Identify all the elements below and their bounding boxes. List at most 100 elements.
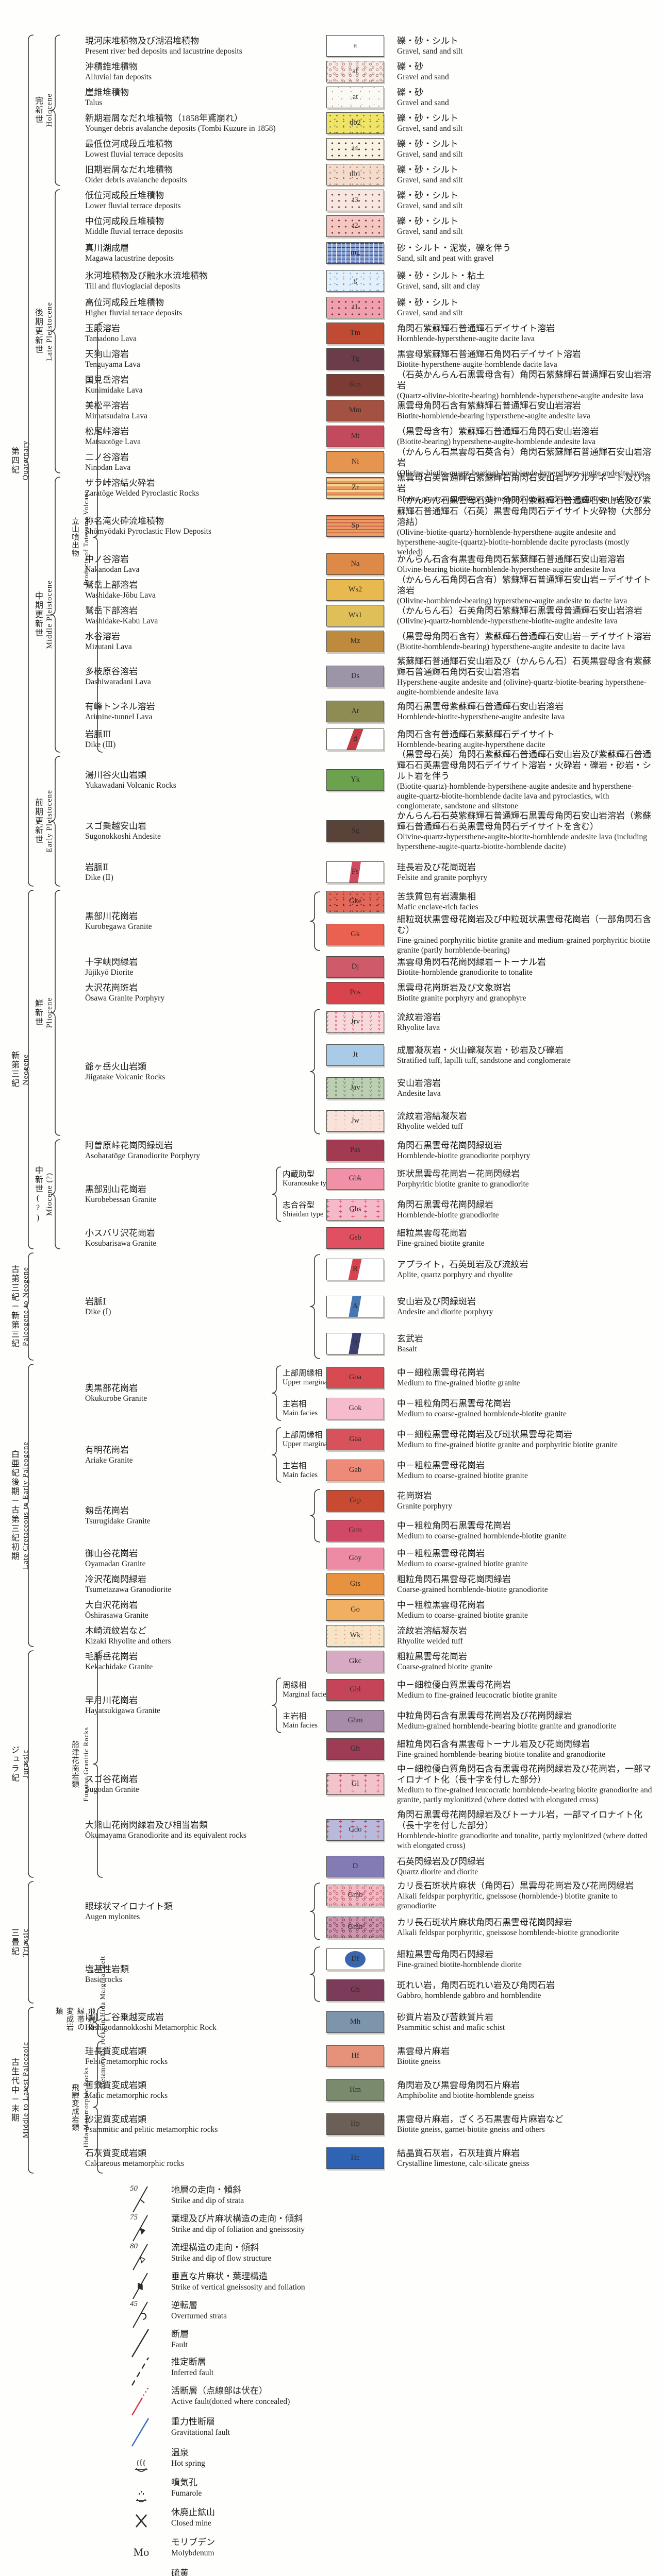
unit-name: 大白沢花崗岩 Ōshirasawa Granite <box>85 1597 302 1623</box>
symbol-jp: 垂直な片麻状・葉理構造 <box>171 2272 268 2281</box>
unit-name-jp: 水谷溶岩 <box>85 632 120 641</box>
unit-name-en: Ariake Granite <box>85 1456 133 1465</box>
facies-label-jp: 主岩相 <box>283 1712 307 1721</box>
unit-name-en: Dashiwaradani Lava <box>85 677 151 686</box>
lithology-description-en: (Quartz-olivine-biotite-bearing) hornble… <box>397 391 644 400</box>
lithology-description: 細粒斑状黒雲母花崗岩及び中粒斑状黒雲母花崗岩（一部角閃石含む） Fine-grai… <box>397 914 655 955</box>
unit-name-en: Sugodan Granite <box>85 1785 139 1794</box>
lithology-description-jp: 流紋岩溶結凝灰岩 <box>397 1626 467 1636</box>
symbol-jp: 断層 <box>171 2329 189 2339</box>
unit-name: 天狗山溶岩 Tenguyama Lava <box>85 346 302 372</box>
lithology-description-jp: アプライト，石英斑岩及び流紋岩 <box>397 1260 528 1269</box>
lithology-description-jp: （黒雲母含有）紫蘇輝石普通輝石角閃石安山岩溶岩 <box>397 427 599 436</box>
unit-name: 中ノ谷溶岩 Nakanodan Lava <box>85 551 302 577</box>
unit-code: Gsb <box>349 1233 361 1242</box>
legend-swatch-t4: t4 <box>326 138 384 160</box>
lithology-description-en: Hornblende-biotite granodiorite and tona… <box>397 1832 648 1850</box>
legend-swatch-Pas: Pas <box>326 1140 384 1161</box>
unit-code: Gok <box>349 1404 362 1413</box>
legend-swatch-Pos: Pos <box>326 982 384 1004</box>
lithology-description: 角閃石紫蘇輝石普通輝石デイサイト溶岩 Hornblende-hypersthene… <box>397 320 655 346</box>
legend-row-at: at 礫・砂 Gravel and sand <box>0 84 662 110</box>
lithology-description-en: Biotite granite porphyry and granophyre <box>397 994 526 1003</box>
unit-code: Gmh <box>347 1923 363 1931</box>
legend-row-db2: db2 礫・砂・シルト Gravel, sand and silt <box>0 110 662 136</box>
unit-name-jp: 松尾峠溶岩 <box>85 427 129 436</box>
unit-name-jp: 大白沢花崗岩 <box>85 1600 138 1610</box>
unit-name-en: Kekachidake Granite <box>85 1663 153 1671</box>
era-label: 飛騨変成岩類 Hida Metamorphic Rocks <box>68 2041 92 2173</box>
lithology-description: 中－粗粒黒雲母花崗岩 Medium to coarse-grained bioti… <box>397 1455 655 1486</box>
unit-name-en: Lowest fluvial terrace deposits <box>85 150 184 159</box>
lithology-description-jp: 中－細粒優白質黒雲母花崗岩 <box>397 1680 511 1690</box>
lithology-description-jp: 流紋岩溶岩 <box>397 1012 441 1022</box>
symbol-en: Fumarole <box>171 2489 202 2498</box>
overturned-icon: 45 <box>118 2300 165 2329</box>
lithology-description: 紫蘇輝石普通輝石安山岩及び（かんらん石）石英黒雲母含有紫蘇輝石普通輝石角閃石安山… <box>397 654 655 699</box>
lithology-description: 砂・シルト・泥炭，礫を伴う Sand, silt and peat with gr… <box>397 239 655 267</box>
lithology-description-en: Aplite, quartz porphyry and rhyolite <box>397 1270 513 1279</box>
legend-row-Sg: Sg かんらん石石英紫蘇輝石普通輝石黒雲母角閃石安山岩溶岩（紫蘇輝石普通輝石石英黒… <box>0 806 662 856</box>
lithology-description: 砂質片岩及び苦鉄質片岩 Psammitic schist and mafic sc… <box>397 2005 655 2039</box>
unit-name: 小スバリ沢花崗岩 Kosubarisawa Granite <box>85 1225 302 1251</box>
unit-name: 沖積錐堆積物 Alluvial fan deposits <box>85 59 302 84</box>
lithology-description: カリ長石斑状片麻状角閃石黒雲母花崗閃緑岩 Alkali feldspar porp… <box>397 1911 655 1943</box>
unit-code: B <box>353 1339 358 1348</box>
lithology-description-jp: 細粒斑状黒雲母花崗岩及び中粒斑状黒雲母花崗岩（一部角閃石含む） <box>397 914 651 935</box>
lithology-description: 中－粗粒黒雲母花崗岩 Medium to coarse-grained bioti… <box>397 1546 655 1571</box>
lithology-description-jp: 中－粗粒黒雲母花崗岩 <box>397 1461 485 1470</box>
unit-code: Ws2 <box>348 585 362 594</box>
legend-row-Hf: Hf 黒雲母片麻岩 Biotite gneiss <box>0 2039 662 2073</box>
lithology-description-jp: 礫・砂 <box>397 88 423 97</box>
unit-code: Gdo <box>349 1825 362 1834</box>
facies-label-jp: 志合谷型 <box>283 1201 315 1210</box>
lithology-description: 礫・砂 Gravel and sand <box>397 84 655 110</box>
legend-swatch-Km: Km <box>326 374 384 396</box>
unit-code: Ar <box>351 707 359 716</box>
era-label: 第四紀 Quaternary <box>7 35 31 886</box>
legend-row-Ws1: Ws1 （かんらん石）石英角閃石紫蘇輝石黒雲母普通輝石安山岩溶岩 (Olivine)… <box>0 603 662 629</box>
unit-code: Gk <box>351 930 360 939</box>
legend-swatch-Gok: Gok <box>326 1398 384 1419</box>
era-label-jp: 後期更新世 <box>34 308 42 354</box>
symbol-row-gravitational-fault: 重力性断層 Gravitational fault <box>0 2416 662 2447</box>
unit-name: 御山谷花崗岩 Oyamadan Granite <box>85 1546 302 1571</box>
lithology-description-en: Mafic enclave-rich facies <box>397 903 478 911</box>
lithology-description: （かんらん石黒雲母石英）角閃石紫蘇輝石普通輝石安山岩及び紫蘇輝石普通輝石（石英）… <box>397 496 655 556</box>
facies-label-jp: 上部周縁相 <box>283 1369 323 1378</box>
lithology-description: 礫・砂・シルト Gravel, sand and silt <box>397 188 655 213</box>
lithology-description: 石英閃緑岩及び閃緑岩 Quartz diorite and diorite <box>397 1854 655 1879</box>
unit-name: はしご谷乗越変成岩 Hashigodannokkoshi Metamorphic … <box>85 2005 302 2039</box>
unit-code: Sg <box>351 826 359 835</box>
symbol-en: Overturned strata <box>171 2312 227 2320</box>
lithology-description: 珪長岩及び花崗斑岩 Felsite and granite porphyry <box>397 856 655 888</box>
lithology-description-en: Granite porphyry <box>397 1502 453 1511</box>
era-label-en: Middle Pleistocene <box>45 580 54 649</box>
unit-name-en: Ōsawa Granite Porphyry <box>85 994 165 1003</box>
era-label-jp: 飛騨外縁帯の変成岩類 <box>54 2007 95 2031</box>
lithology-description-en: Medium to fine-grained biotite granite a… <box>397 1440 618 1449</box>
legend-row-a: a 礫・砂・シルト Gravel, sand and silt <box>0 33 662 59</box>
unit-code: Hc <box>351 2154 360 2162</box>
lithology-description: 中－粗粒黒雲母花崗岩 Medium to coarse-grained bioti… <box>397 1597 655 1623</box>
unit-name: 大沢花崗斑岩 Ōsawa Granite Porphyry <box>85 980 302 1006</box>
legend-swatch-Ghm: Ghm <box>326 1710 384 1732</box>
legend-swatch-d: d <box>326 728 384 750</box>
unit-name-en: Tsumetazawa Granodiorite <box>85 1585 172 1594</box>
unit-name-en: Tsurugidake Granite <box>85 1517 151 1526</box>
legend-swatch-Goa: Goa <box>326 1367 384 1388</box>
lithology-description: 中粒角閃石含有黒雲母花崗岩及び花崗閃緑岩 Medium-grained hornb… <box>397 1705 655 1736</box>
lithology-description: 礫・砂・シルト Gravel, sand and silt <box>397 162 655 188</box>
unit-code: Zr <box>352 483 359 492</box>
lithology-description-jp: 礫・砂・シルト <box>397 298 458 308</box>
unit-code: a <box>353 41 357 50</box>
unit-code: Hm <box>350 2086 361 2094</box>
unit-name-jp: 高位河成段丘堆積物 <box>85 298 164 308</box>
v-pattern: v v v v v v v v v v v v v v v v v v v v … <box>327 1011 383 1032</box>
lithology-description: カリ長石斑状片麻状（角閃石）黒雲母花崗岩及び花崗閃緑岩 Alkali feldsp… <box>397 1879 655 1911</box>
svg-text:50: 50 <box>130 2184 138 2193</box>
legend-swatch-Na: Na <box>326 553 384 575</box>
era-label-en: Triassic <box>22 1928 30 1957</box>
symbol-jp: 流理構造の走向・傾斜 <box>171 2243 259 2252</box>
unit-name: 砂泥質変成岩類 Psammitic and pelitic metamorphic… <box>85 2107 302 2141</box>
